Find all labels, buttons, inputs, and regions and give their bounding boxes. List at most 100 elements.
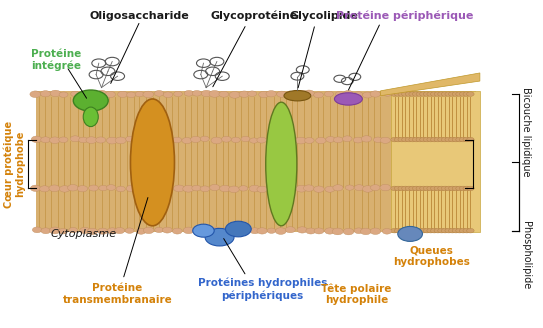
Circle shape [431,137,438,142]
Circle shape [459,92,467,96]
Circle shape [394,137,402,142]
Text: Protéines hydrophiles
périphériques: Protéines hydrophiles périphériques [198,278,327,300]
Ellipse shape [73,90,108,111]
Ellipse shape [266,102,297,226]
FancyBboxPatch shape [36,92,476,141]
Circle shape [134,184,144,191]
Circle shape [361,228,371,235]
Circle shape [325,186,334,192]
Circle shape [402,228,409,233]
Circle shape [398,186,406,191]
Circle shape [163,137,172,143]
Circle shape [285,91,295,97]
Circle shape [257,186,267,193]
Circle shape [33,227,42,233]
Circle shape [99,185,108,191]
Circle shape [416,137,424,142]
Circle shape [420,92,427,96]
Circle shape [147,137,155,142]
Circle shape [363,92,372,98]
Circle shape [374,137,382,142]
Circle shape [459,228,467,233]
Circle shape [296,185,307,192]
Circle shape [49,137,60,144]
Circle shape [466,186,474,191]
Circle shape [163,92,173,98]
Circle shape [30,91,41,97]
Circle shape [424,228,431,233]
Circle shape [106,137,118,144]
Circle shape [193,227,204,234]
Circle shape [40,91,50,97]
Circle shape [405,92,413,96]
Circle shape [420,186,427,191]
Circle shape [202,228,211,233]
Circle shape [449,137,456,142]
Circle shape [391,137,399,142]
Circle shape [219,185,230,192]
Circle shape [231,137,241,143]
Circle shape [183,185,194,192]
Circle shape [370,228,381,235]
Circle shape [324,91,333,97]
Circle shape [211,137,222,144]
Circle shape [219,91,229,97]
Circle shape [31,136,42,143]
Circle shape [314,186,324,193]
Circle shape [59,92,68,97]
Circle shape [434,228,441,233]
Circle shape [336,92,344,97]
Circle shape [248,91,257,96]
Circle shape [394,186,402,191]
Circle shape [154,91,164,96]
Circle shape [40,186,49,192]
Circle shape [70,136,80,142]
Circle shape [306,228,315,234]
Circle shape [118,91,128,97]
Circle shape [409,186,416,191]
Circle shape [258,92,269,98]
Circle shape [438,137,445,142]
Ellipse shape [83,107,98,127]
Circle shape [86,137,97,143]
Circle shape [230,228,239,233]
Circle shape [413,186,420,191]
Circle shape [286,186,295,192]
Circle shape [398,137,406,142]
Circle shape [269,185,279,192]
Circle shape [115,228,125,234]
Circle shape [452,228,460,233]
Circle shape [326,136,335,142]
Circle shape [200,136,209,142]
Circle shape [135,91,144,97]
Circle shape [285,227,295,233]
Circle shape [191,136,201,143]
Circle shape [77,186,87,192]
Circle shape [106,185,116,190]
Circle shape [250,228,260,234]
Circle shape [267,228,276,233]
Circle shape [431,92,438,96]
Circle shape [41,137,50,143]
Circle shape [325,228,335,234]
Circle shape [182,137,192,144]
Circle shape [241,136,250,142]
Circle shape [89,185,99,191]
Circle shape [456,92,463,96]
Circle shape [105,91,116,98]
Circle shape [445,186,452,191]
Circle shape [314,92,324,98]
Circle shape [127,92,136,97]
Circle shape [174,91,182,96]
Circle shape [225,221,251,237]
Circle shape [405,228,413,233]
Ellipse shape [334,93,362,105]
Circle shape [275,228,286,235]
Circle shape [67,185,78,191]
Circle shape [200,186,210,192]
Circle shape [427,228,434,233]
Text: Protéine
transmembranaire: Protéine transmembranaire [62,283,173,305]
FancyBboxPatch shape [392,91,480,232]
Circle shape [394,228,402,233]
Circle shape [97,90,106,96]
